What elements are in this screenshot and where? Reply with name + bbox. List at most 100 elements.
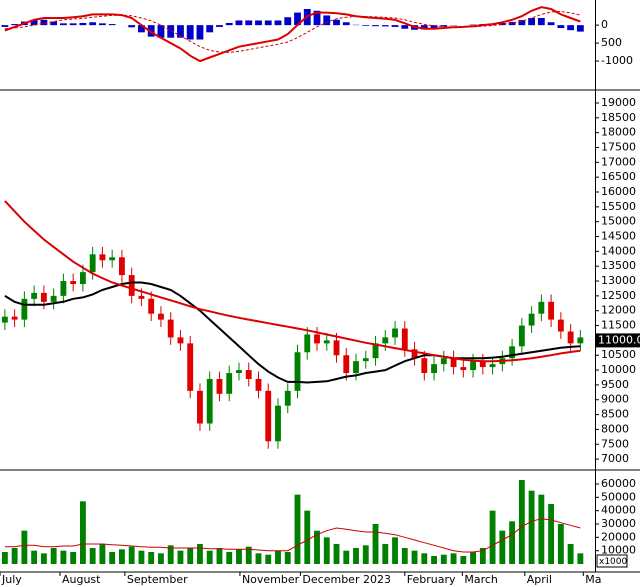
histogram-bar	[69, 23, 77, 26]
volume-bar	[392, 537, 398, 564]
candle-body	[128, 275, 135, 296]
histogram-bar	[255, 20, 262, 26]
y-tick-label: 10000	[601, 363, 636, 376]
candle-body	[89, 254, 96, 273]
candle-body	[79, 272, 86, 285]
histogram-bar	[167, 25, 175, 38]
y-tick-label: 13000	[601, 274, 636, 287]
histogram-bar	[59, 23, 67, 26]
x-tick-label: December 2023	[302, 573, 391, 586]
x-tick-label: July	[1, 573, 22, 586]
histogram-bar	[518, 20, 526, 26]
histogram-bar	[11, 24, 19, 26]
candle-body	[70, 281, 77, 285]
candle-body	[567, 331, 574, 344]
x-tick-label: April	[527, 573, 552, 586]
candle-body	[119, 257, 125, 276]
candle-body	[50, 295, 57, 302]
candle-body	[60, 281, 67, 296]
y-tick-label: 12000	[601, 304, 636, 317]
histogram-bar	[206, 25, 214, 33]
candle-body	[489, 364, 496, 368]
line	[4, 518, 581, 553]
volume-bar	[440, 554, 447, 564]
candle-body	[538, 301, 545, 314]
volume-bar	[411, 550, 418, 564]
y-tick-label: 12500	[601, 289, 636, 302]
y-tick-label: 19000	[601, 96, 636, 109]
unit-label: x1000	[599, 557, 628, 567]
y-tick-label: 11500	[601, 319, 636, 332]
candle-body	[577, 337, 584, 344]
histogram-bar	[440, 25, 448, 27]
volume-bar	[284, 552, 291, 564]
histogram-bar	[147, 25, 155, 37]
volume-bar	[518, 480, 525, 564]
x-tick-label: August	[62, 573, 101, 586]
volume-bar	[353, 548, 359, 564]
volume-bar	[50, 548, 57, 564]
candle-body	[518, 325, 525, 347]
histogram-bar	[177, 25, 184, 38]
volume-bar	[567, 544, 574, 564]
histogram-bar	[30, 19, 38, 26]
line	[4, 10, 581, 53]
volume-bar	[216, 548, 223, 564]
histogram-bar	[313, 10, 321, 26]
volume-bar	[89, 548, 96, 564]
histogram-bar	[1, 25, 9, 27]
volume-bar	[1, 552, 8, 564]
histogram-bar	[469, 24, 477, 26]
y-tick-label: 8000	[601, 422, 629, 435]
volume-bar	[177, 550, 184, 564]
y-tick-label: 8500	[601, 408, 629, 421]
histogram-bar	[79, 22, 87, 26]
histogram-bar	[567, 25, 575, 31]
y-tick-label: 60000	[601, 477, 636, 490]
candle-body	[1, 316, 8, 323]
y-tick-label: 0	[601, 18, 608, 31]
candle-body	[245, 370, 252, 379]
volume-bar	[197, 544, 203, 564]
volume-bar	[265, 554, 272, 564]
histogram-bar	[430, 25, 438, 29]
histogram-bar	[391, 25, 399, 27]
candle-body	[284, 390, 291, 406]
volume-bar	[99, 544, 106, 564]
candle-body	[401, 328, 408, 350]
candle-body	[21, 298, 28, 320]
volume-bar	[60, 550, 67, 564]
candle-body	[343, 355, 350, 374]
histogram-bar	[40, 19, 48, 26]
y-tick-label: 9500	[601, 378, 629, 391]
candle-body	[206, 378, 213, 424]
candle-body	[470, 361, 476, 371]
volume-bar	[206, 550, 213, 564]
x-tick-label: September	[127, 573, 188, 586]
unit-box	[596, 554, 628, 568]
y-tick-label: 40000	[601, 504, 636, 517]
candle-body	[557, 319, 564, 332]
y-tick-label: 10500	[601, 348, 636, 361]
volume-bar	[421, 553, 428, 564]
candle-body	[304, 334, 311, 353]
histogram-bar	[508, 21, 516, 26]
candle-body	[382, 337, 389, 344]
histogram-bar	[186, 25, 194, 40]
x-tick-label: February	[407, 573, 456, 586]
candle-body	[411, 349, 418, 359]
histogram-bar	[284, 17, 292, 26]
volume-bar	[11, 548, 18, 564]
candle-body	[479, 361, 486, 368]
histogram-bar	[323, 15, 331, 26]
candle-body	[99, 254, 106, 261]
candle-body	[109, 257, 116, 261]
volume-bar	[187, 548, 194, 564]
histogram-bar	[245, 20, 253, 26]
volume-bar	[275, 550, 281, 564]
y-tick-label: 17500	[601, 140, 636, 153]
volume-bar	[479, 548, 486, 564]
volume-bar	[450, 553, 457, 564]
volume-bar	[21, 530, 28, 564]
